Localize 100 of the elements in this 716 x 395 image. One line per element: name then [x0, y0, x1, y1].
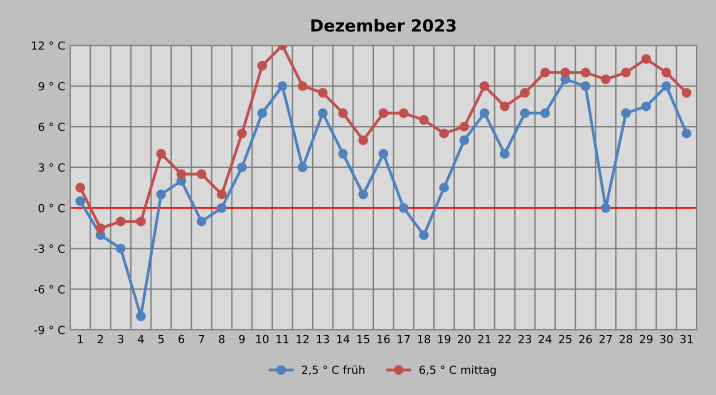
- x-tick-label: 6: [178, 334, 184, 344]
- x-tick-label: 10: [256, 334, 268, 344]
- point: [278, 81, 288, 91]
- point: [358, 190, 368, 200]
- x-tick-label: 16: [378, 334, 390, 344]
- x-tick-label: 1: [78, 335, 83, 344]
- point: [398, 108, 408, 118]
- x-tick-label: 31: [680, 334, 693, 344]
- point: [176, 169, 186, 179]
- point: [196, 216, 206, 226]
- x-tick-label: 29: [640, 334, 652, 344]
- point: [338, 108, 348, 118]
- point: [661, 68, 672, 78]
- point: [257, 60, 268, 71]
- x-tick-label: 17: [398, 335, 410, 344]
- point: [540, 68, 550, 78]
- x-tick-label: 13: [316, 334, 329, 344]
- point: [439, 128, 449, 138]
- point: [418, 230, 429, 240]
- x-tick-label: 11: [276, 335, 288, 344]
- point: [641, 54, 652, 64]
- x-tick-label: 3: [118, 334, 124, 344]
- point: [520, 88, 530, 98]
- point: [621, 108, 631, 118]
- x-tick-label: 12: [296, 334, 309, 344]
- point: [298, 81, 308, 91]
- x-tick-label: 21: [478, 334, 491, 344]
- point: [318, 108, 328, 118]
- point: [418, 115, 429, 125]
- x-tick-label: 25: [559, 334, 572, 344]
- x-tick-label: 26: [579, 334, 592, 344]
- x-tick-label: 18: [418, 334, 430, 344]
- point: [298, 162, 308, 172]
- point: [682, 88, 692, 98]
- point: [641, 102, 652, 112]
- point: [338, 148, 348, 159]
- y-tick-label: 3 ° C: [38, 163, 65, 172]
- point: [237, 128, 247, 138]
- point: [156, 148, 166, 159]
- point: [257, 108, 268, 118]
- y-tick-label: 0 ° C: [38, 204, 65, 212]
- point: [580, 81, 590, 91]
- x-tick-label: 23: [518, 334, 532, 344]
- point: [480, 81, 490, 91]
- point: [560, 68, 570, 78]
- point: [378, 148, 388, 159]
- x-tick-label: 7: [198, 335, 204, 344]
- point: [196, 169, 206, 179]
- point: [318, 88, 328, 98]
- y-tick-label: 9 ° C: [38, 82, 65, 90]
- y-tick-label: -3 ° C: [34, 244, 65, 253]
- point: [75, 182, 86, 192]
- x-tick-label: 9: [239, 334, 245, 344]
- point: [439, 182, 449, 192]
- point: [459, 135, 470, 146]
- point: [216, 203, 227, 213]
- point: [116, 244, 126, 254]
- legend-label: 6,5 ° C mittag: [419, 365, 496, 376]
- point: [540, 108, 550, 118]
- y-tick-label: -6 ° C: [34, 285, 65, 294]
- y-tick-label: -9 ° C: [34, 326, 65, 334]
- x-tick-label: 15: [357, 335, 370, 344]
- point: [500, 102, 510, 112]
- point: [480, 108, 490, 118]
- point: [378, 108, 388, 118]
- x-tick-label: 4: [138, 335, 144, 344]
- x-tick-label: 20: [458, 334, 471, 344]
- point: [600, 74, 611, 84]
- point: [580, 68, 590, 78]
- point: [661, 81, 672, 91]
- point: [398, 203, 408, 213]
- x-tick-label: 14: [337, 335, 350, 344]
- point: [116, 216, 126, 226]
- x-tick-label: 5: [158, 335, 164, 344]
- x-tick-label: 19: [438, 334, 450, 344]
- x-tick-label: 27: [599, 334, 612, 344]
- point: [136, 216, 146, 226]
- point: [682, 128, 692, 138]
- point: [459, 122, 470, 132]
- x-tick-label: 22: [498, 334, 511, 344]
- point: [75, 196, 86, 206]
- point: [621, 68, 631, 78]
- x-tick-label: 28: [620, 334, 632, 344]
- point: [216, 190, 227, 200]
- x-tick-label: 30: [660, 334, 673, 344]
- point: [520, 108, 530, 118]
- x-tick-label: 24: [538, 334, 552, 344]
- y-tick-label: 6 ° C: [38, 122, 65, 132]
- point: [156, 190, 166, 200]
- point: [237, 162, 247, 172]
- y-tick-label: 12 ° C: [32, 41, 65, 50]
- point: [358, 135, 368, 146]
- chart-title: Dezember 2023: [311, 18, 456, 32]
- point: [96, 223, 106, 234]
- point: [500, 148, 510, 159]
- legend-label: 2,5 ° C früh: [302, 365, 364, 376]
- x-tick-label: 8: [218, 334, 225, 344]
- point: [600, 203, 611, 213]
- x-tick-label: 2: [98, 334, 103, 344]
- point: [136, 311, 146, 322]
